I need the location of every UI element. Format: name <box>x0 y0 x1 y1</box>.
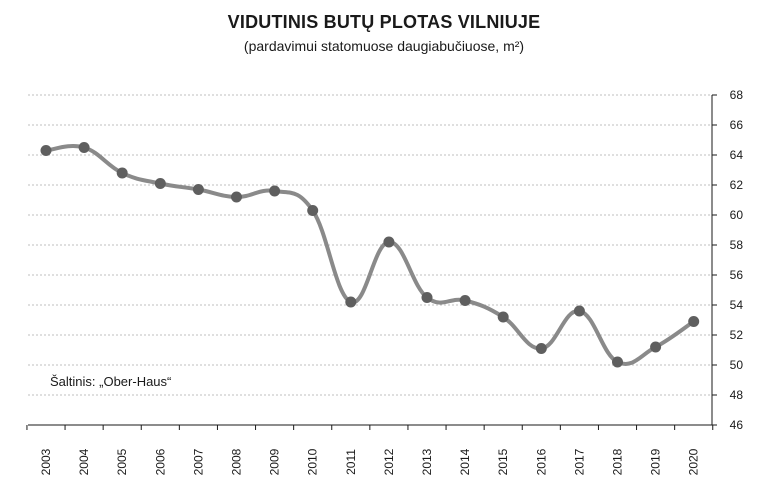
chart-title: VIDUTINIS BUTŲ PLOTAS VILNIUJE <box>227 12 541 32</box>
y-tick-label: 54 <box>730 298 744 312</box>
grid-lines <box>28 94 712 396</box>
y-tick-label: 66 <box>730 118 744 132</box>
data-point-2009 <box>269 185 281 197</box>
x-tick-label: 2003 <box>39 448 53 475</box>
y-tick-labels: 46 48 50 52 54 56 58 60 62 64 66 68 <box>730 88 744 432</box>
series-line <box>44 143 696 366</box>
x-tick-label: 2019 <box>649 448 663 475</box>
x-tick-label: 2010 <box>306 448 320 475</box>
x-tick-label: 2004 <box>77 448 91 475</box>
data-point-2018 <box>612 356 623 368</box>
data-point-2014 <box>459 295 471 306</box>
data-point-2010 <box>307 205 319 216</box>
data-point-2004 <box>78 142 90 153</box>
data-point-2008 <box>231 191 242 203</box>
data-point-2007 <box>192 184 204 195</box>
data-point-2012 <box>383 236 395 248</box>
data-point-2019 <box>650 341 662 353</box>
y-tick-label: 68 <box>730 88 744 102</box>
x-tick-label: 2005 <box>115 448 129 475</box>
data-point-2015 <box>497 311 509 323</box>
x-tick-label: 2018 <box>611 448 625 475</box>
y-tick-label: 52 <box>730 328 744 342</box>
source-label: Šaltinis: „Ober-Haus“ <box>50 374 171 389</box>
y-tick-label: 64 <box>730 148 744 162</box>
x-tick-label: 2009 <box>268 448 282 475</box>
x-tick-label: 2017 <box>572 448 586 475</box>
x-tick-label: 2011 <box>344 449 358 475</box>
x-tick-label: 2006 <box>153 448 167 475</box>
y-tick-label: 46 <box>730 418 744 432</box>
data-point-2006 <box>154 178 166 189</box>
axes <box>26 94 717 430</box>
x-tick-label: 2008 <box>230 448 244 475</box>
data-points <box>40 142 700 368</box>
x-tick-label: 2012 <box>382 448 396 475</box>
series-path <box>44 143 696 366</box>
data-point-2017 <box>573 305 585 317</box>
x-tick-label: 2020 <box>687 448 701 475</box>
x-tick-label: 2014 <box>458 448 472 475</box>
data-point-2016 <box>535 343 547 354</box>
y-tick-label: 58 <box>730 238 744 252</box>
data-point-2003 <box>40 145 52 156</box>
x-tick-label: 2015 <box>496 448 510 475</box>
data-point-2020 <box>688 316 700 327</box>
data-point-2013 <box>421 292 433 303</box>
data-point-2005 <box>116 167 128 179</box>
data-point-2011 <box>345 296 357 308</box>
x-tick-label: 2016 <box>534 448 548 475</box>
y-tick-label: 50 <box>730 358 744 372</box>
x-tick-labels: 2003 2004 2005 2006 2007 2008 2009 2010 2011 2012… <box>39 448 701 475</box>
x-tick-label: 2007 <box>191 448 205 475</box>
x-tick-label: 2013 <box>420 448 434 475</box>
y-tick-label: 62 <box>730 178 744 192</box>
y-tick-label: 56 <box>730 268 744 282</box>
chart-subtitle: (pardavimui statomuose daugiabučiuose, m… <box>243 38 525 54</box>
y-tick-label: 60 <box>730 208 744 222</box>
y-tick-label: 48 <box>730 388 744 402</box>
